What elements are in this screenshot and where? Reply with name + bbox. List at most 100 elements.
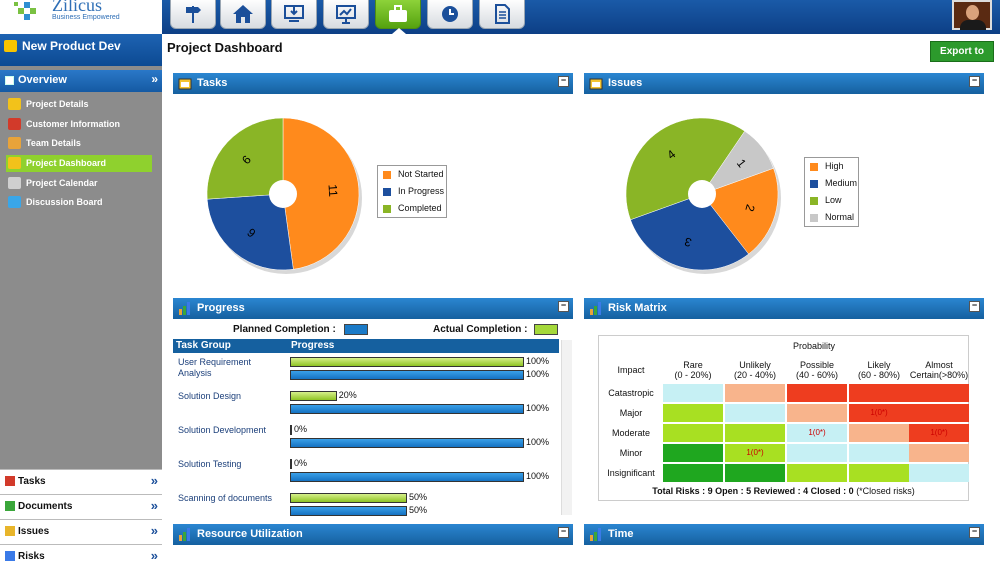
risk-cell[interactable]	[725, 404, 785, 422]
sidebar-item-label: Team Details	[26, 138, 81, 148]
project-name: New Product Dev	[22, 39, 121, 53]
risk-cell[interactable]: 1(0*)	[787, 424, 847, 442]
risk-cell[interactable]	[663, 424, 723, 442]
risk-cell[interactable]: 1(0*)	[909, 424, 969, 442]
pie-slice[interactable]	[282, 117, 360, 270]
minimize-icon[interactable]: −	[969, 76, 980, 87]
top-bar: Zilicus Business Empowered	[0, 0, 1000, 34]
legend-item: Medium	[805, 175, 858, 192]
export-pdf-button[interactable]: Export to pdf	[930, 41, 994, 76]
section-overview-header[interactable]: Overview »	[0, 70, 162, 92]
risk-cell[interactable]	[849, 464, 909, 482]
risk-cell[interactable]	[787, 404, 847, 422]
avatar[interactable]	[952, 0, 992, 30]
risk-cell[interactable]	[787, 444, 847, 462]
tasks-panel-header: Tasks −	[173, 73, 573, 94]
risk-cell[interactable]	[725, 464, 785, 482]
minimize-icon[interactable]: −	[969, 527, 980, 538]
expand-chevron-icon[interactable]: »	[150, 523, 158, 538]
tasks-panel: Tasks − 11 6 6 Not Started In Progress Compl…	[173, 73, 573, 291]
nav-tab-briefcase[interactable]	[375, 0, 421, 29]
sidebar-item-icon	[8, 157, 21, 169]
minimize-icon[interactable]: −	[969, 301, 980, 312]
pie-slice[interactable]	[701, 130, 774, 195]
impact-row-label: Moderate	[611, 428, 651, 438]
pie-slice[interactable]	[625, 117, 746, 221]
pie-slice[interactable]	[630, 193, 749, 271]
project-selector[interactable]: New Product Dev	[0, 34, 162, 66]
sidebar-item[interactable]: Project Calendar	[6, 175, 152, 192]
risk-matrix-panel-header: Risk Matrix −	[584, 298, 984, 319]
sidebar-bottom-item[interactable]: Risks »	[0, 544, 162, 562]
progress-percent: 0%	[294, 424, 308, 434]
panel-title: Resource Utilization	[197, 528, 303, 540]
pie-slice[interactable]	[206, 117, 284, 200]
risk-cell[interactable]	[909, 464, 969, 482]
collapse-chevron-icon[interactable]: »	[151, 72, 158, 86]
risk-cell[interactable]	[663, 404, 723, 422]
nav-tab-download[interactable]	[271, 0, 317, 29]
risk-cell[interactable]	[787, 384, 847, 402]
minimize-icon[interactable]: −	[558, 527, 569, 538]
progress-percent: 100%	[526, 356, 550, 366]
risk-cell[interactable]	[909, 444, 969, 462]
legend-item: High	[805, 158, 858, 175]
legend-label: Completed	[398, 203, 442, 213]
progress-scrollbar[interactable]	[561, 340, 572, 515]
risk-cell[interactable]	[663, 444, 723, 462]
sidebar-item[interactable]: Team Details	[6, 135, 152, 152]
sidebar-item[interactable]: Discussion Board	[6, 194, 152, 211]
risk-cell[interactable]	[725, 424, 785, 442]
risk-cell[interactable]	[787, 464, 847, 482]
nav-tab-document[interactable]	[479, 0, 525, 29]
sidebar-bottom-item[interactable]: Tasks »	[0, 469, 162, 494]
legend-label: In Progress	[398, 186, 445, 196]
risk-cell[interactable]	[909, 404, 969, 422]
sidebar-bottom-item[interactable]: Documents »	[0, 494, 162, 519]
risk-cell[interactable]	[849, 424, 909, 442]
sidebar-item[interactable]: Project Details	[6, 96, 152, 113]
logo[interactable]: Zilicus Business Empowered	[0, 0, 162, 34]
risk-totals: Total Risks : 9 Open : 5 Reviewed : 4 Cl…	[652, 486, 854, 496]
actual-progress-bar	[290, 391, 337, 401]
sidebar-item-label: Discussion Board	[26, 197, 103, 207]
col-task-group: Task Group	[176, 340, 231, 351]
progress-percent: 0%	[294, 458, 308, 468]
nav-tab-home[interactable]	[220, 0, 266, 29]
bar-chart-icon	[179, 302, 190, 315]
risk-cell[interactable]: 1(0*)	[849, 404, 909, 422]
pie-value-label: 3	[683, 234, 694, 249]
bar-chart-icon	[590, 528, 601, 541]
legend-label: Not Started	[398, 169, 444, 179]
briefcase-icon	[389, 4, 407, 22]
sidebar-bottom-item[interactable]: Issues »	[0, 519, 162, 544]
nav-tab-presentation[interactable]	[323, 0, 369, 29]
pie-center-hole	[688, 180, 716, 208]
minimize-icon[interactable]: −	[558, 301, 569, 312]
nav-tab-clock[interactable]	[427, 0, 473, 29]
actual-swatch	[534, 324, 558, 335]
pie-slice[interactable]	[701, 167, 779, 255]
sidebar-item-label: Project Dashboard	[26, 158, 107, 168]
risk-cell[interactable]: 1(0*)	[725, 444, 785, 462]
time-panel: Time −	[584, 524, 984, 562]
nav-tab-signpost[interactable]	[170, 0, 216, 29]
sidebar-item[interactable]: Project Dashboard	[6, 155, 152, 172]
pie-slice[interactable]	[206, 193, 294, 271]
risk-cell[interactable]	[663, 384, 723, 402]
sidebar-item[interactable]: Customer Information	[6, 116, 152, 133]
risk-matrix-footer: Total Risks : 9 Open : 5 Reviewed : 4 Cl…	[598, 486, 969, 496]
legend-item: Normal	[805, 209, 858, 226]
minimize-icon[interactable]: −	[558, 76, 569, 87]
sidebar-item-label: Customer Information	[26, 119, 121, 129]
risk-cell[interactable]	[849, 444, 909, 462]
expand-chevron-icon[interactable]: »	[150, 548, 158, 562]
folder-icon	[4, 40, 17, 52]
expand-chevron-icon[interactable]: »	[150, 498, 158, 513]
risk-cell[interactable]	[849, 384, 909, 402]
risk-cell[interactable]	[663, 464, 723, 482]
logo-tagline: Business Empowered	[52, 14, 120, 21]
risk-cell[interactable]	[909, 384, 969, 402]
risk-cell[interactable]	[725, 384, 785, 402]
expand-chevron-icon[interactable]: »	[150, 473, 158, 488]
